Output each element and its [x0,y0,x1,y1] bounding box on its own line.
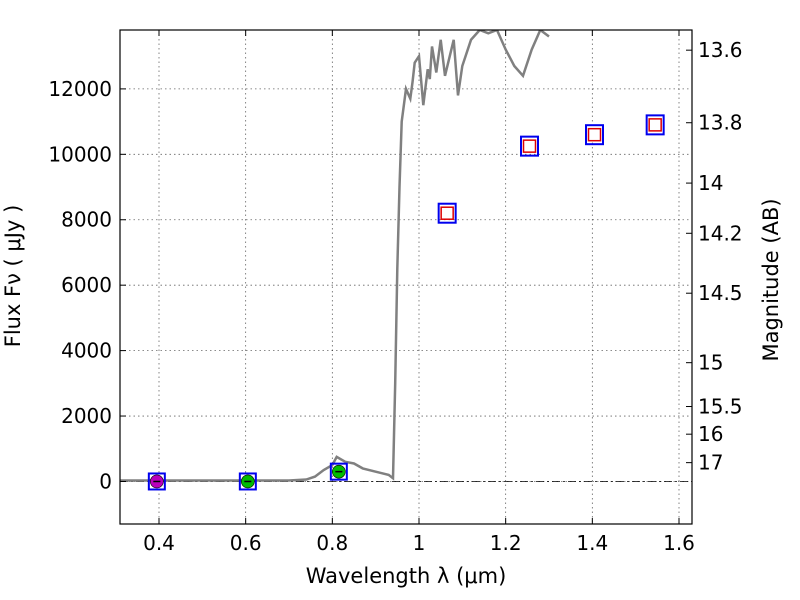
y-axis-right: 13.6 13.8 14 14.2 14.5 15 15.5 16 17 [686,38,743,475]
x-tick-label: 1 [413,531,426,555]
spectrum-line [120,30,550,482]
model-spectrum [120,30,550,482]
right-tick-label: 15 [698,351,723,375]
model-photometry-point [522,139,537,153]
right-tick-label: 13.6 [698,38,743,62]
model-photometry-point [648,118,662,132]
right-tick-label: 14.2 [698,221,743,245]
right-tick-label: 16 [698,422,723,446]
model-photometry-point [440,206,454,220]
observed-box [238,472,257,491]
right-tick-label: 14 [698,171,723,195]
x-tick-label: 0.6 [230,531,262,555]
model-photometry-box [520,135,539,157]
y-tick-label: 4000 [61,339,112,363]
grid-lines [120,30,692,524]
x-tick-label: 0.8 [316,531,348,555]
model-photometry-box [585,124,604,146]
y-tick-label: 0 [99,469,112,493]
right-tick-label: 17 [698,451,723,475]
y-tick-label: 6000 [61,273,112,297]
model-photometry-point [587,127,602,142]
y-tick-label: 12000 [48,77,112,101]
right-tick-label: 14.5 [698,281,743,305]
plot-frame [119,29,693,525]
x-tick-label: 1.6 [663,531,695,555]
y-axis-left: 0 2000 4000 6000 8000 10000 12000 [48,77,126,493]
y-tick-label: 2000 [61,404,112,428]
right-tick-label: 13.8 [698,111,743,135]
y-axis-label: Flux Fν ( μJy ) [1,205,25,348]
model-photometry-box [645,114,665,136]
x-axis-label: Wavelength λ (μm) [306,564,507,588]
observed-box [329,462,348,481]
data-points [147,114,665,491]
right-tick-label: 15.5 [698,395,743,419]
right-axis-label: Magnitude (AB) [759,198,783,361]
x-tick-label: 1.2 [490,531,522,555]
x-tick-label: 1.4 [576,531,608,555]
y-tick-label: 8000 [61,208,112,232]
model-photometry-box [437,202,457,224]
x-tick-label: 0.4 [143,531,175,555]
x-axis: 0.4 0.6 0.8 1 1.2 1.4 1.6 [143,30,695,555]
y-tick-label: 10000 [48,142,112,166]
observed-box [147,472,166,491]
